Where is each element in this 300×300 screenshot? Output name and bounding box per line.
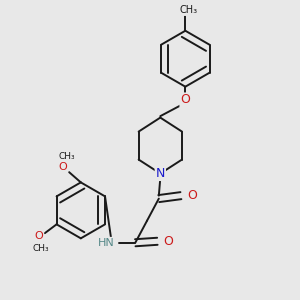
Text: O: O xyxy=(180,93,190,106)
Text: O: O xyxy=(34,231,43,241)
Text: O: O xyxy=(163,235,173,248)
Text: CH₃: CH₃ xyxy=(32,244,49,253)
Text: CH₃: CH₃ xyxy=(179,5,197,15)
Text: O: O xyxy=(187,189,197,202)
Text: CH₃: CH₃ xyxy=(59,152,75,161)
Text: O: O xyxy=(59,162,68,172)
Text: N: N xyxy=(156,167,165,180)
Text: HN: HN xyxy=(98,238,115,248)
